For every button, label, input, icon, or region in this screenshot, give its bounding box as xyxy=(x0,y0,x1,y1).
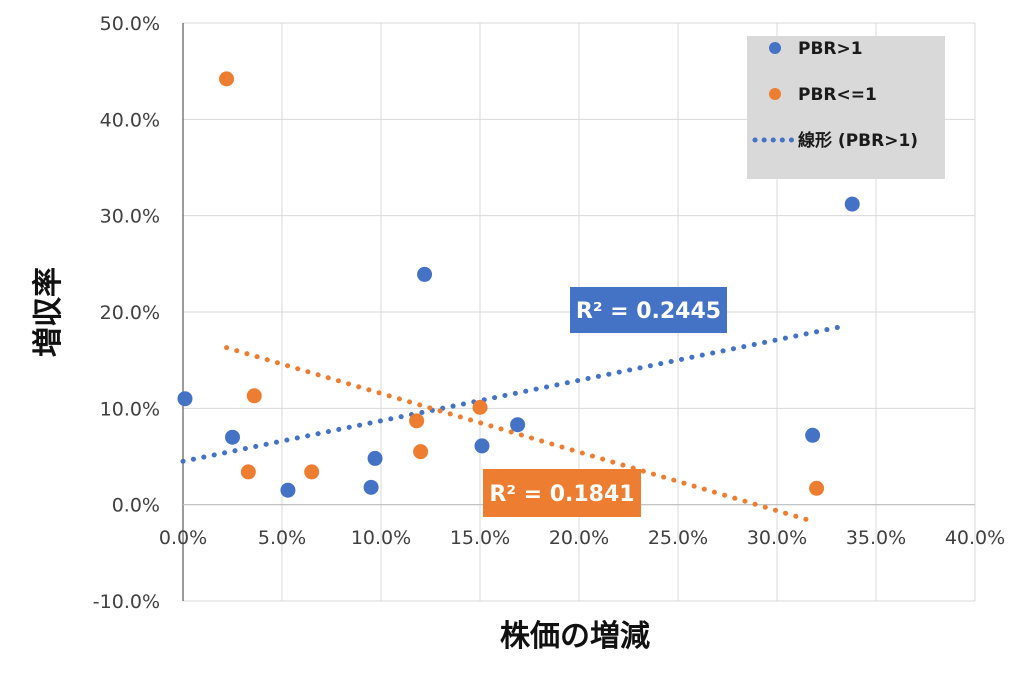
data-point-series-0 xyxy=(363,479,379,495)
legend-label-trendline: 線形 (PBR>1) xyxy=(798,130,918,151)
y-tick-label: 30.0% xyxy=(100,206,160,228)
data-point-series-1 xyxy=(246,388,262,404)
y-tick-label: -10.0% xyxy=(93,591,160,613)
data-point-series-0 xyxy=(280,482,296,498)
r2-label-series-1: R² = 0.1841 xyxy=(489,482,634,507)
data-point-series-0 xyxy=(225,429,240,445)
y-axis-title: 増収率 xyxy=(31,267,66,357)
legend-background xyxy=(747,36,945,179)
x-axis-title: 株価の増減 xyxy=(500,619,650,654)
r2-label-series-0: R² = 0.2445 xyxy=(576,299,721,324)
x-tick-label: 10.0% xyxy=(351,527,411,549)
data-point-series-0 xyxy=(367,450,383,466)
data-point-series-0 xyxy=(510,417,526,433)
trendlines xyxy=(180,323,845,523)
r2-label-box-series-0 xyxy=(570,287,727,333)
r2-label-box-series-1 xyxy=(483,469,641,517)
x-tick-label: 0.0% xyxy=(159,527,207,549)
y-tick-label: 10.0% xyxy=(100,398,160,420)
data-point-series-1 xyxy=(413,444,429,460)
data-point-series-0 xyxy=(844,196,860,212)
data-point-series-1 xyxy=(472,399,488,415)
data-point-series-0 xyxy=(417,266,433,282)
x-tick-label: 5.0% xyxy=(258,527,306,549)
legend-marker-pbr-gt1 xyxy=(769,42,781,54)
data-point-series-0 xyxy=(474,438,490,454)
data-points xyxy=(177,71,860,498)
x-tick-label: 15.0% xyxy=(450,527,510,549)
legend-label-pbr-le1: PBR<=1 xyxy=(798,85,877,105)
trendline-series-0 xyxy=(180,323,845,464)
y-tick-label: 20.0% xyxy=(100,302,160,324)
y-tick-label: 0.0% xyxy=(112,495,160,517)
data-point-series-0 xyxy=(805,427,821,443)
y-tick-label: 40.0% xyxy=(100,109,160,131)
data-point-series-1 xyxy=(240,464,256,480)
y-tick-label: 50.0% xyxy=(100,13,160,35)
x-tick-label: 40.0% xyxy=(945,527,1005,549)
data-point-series-0 xyxy=(177,391,193,407)
legend: PBR>1 PBR<=1 線形 (PBR>1) xyxy=(747,36,945,179)
tick-labels: 0.0% 5.0% 10.0% 15.0% 20.0% 25.0% 30.0% 35.0% 40… xyxy=(93,13,1005,613)
data-point-series-1 xyxy=(219,71,235,87)
x-tick-label: 30.0% xyxy=(747,527,807,549)
x-tick-label: 20.0% xyxy=(549,527,609,549)
x-tick-label: 35.0% xyxy=(846,527,906,549)
data-point-series-1 xyxy=(409,413,425,429)
data-point-series-1 xyxy=(809,480,825,496)
x-tick-label: 25.0% xyxy=(648,527,708,549)
data-point-series-1 xyxy=(304,464,320,480)
r2-labels: R² = 0.2445 R² = 0.1841 xyxy=(483,287,727,517)
legend-label-pbr-gt1: PBR>1 xyxy=(798,39,863,59)
legend-marker-pbr-le1 xyxy=(769,88,781,100)
